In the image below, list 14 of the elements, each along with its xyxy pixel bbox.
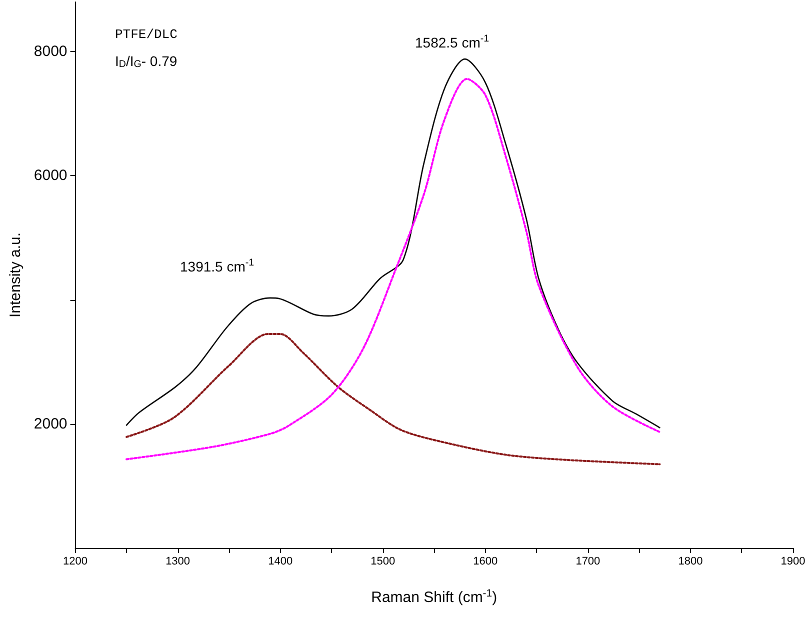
x-tick-label: 1300 xyxy=(166,556,190,568)
y-tick-label: 8000 xyxy=(34,43,68,60)
x-tick-label: 1800 xyxy=(678,556,703,568)
x-tick-label: 1700 xyxy=(576,556,600,568)
x-tick-label: 1600 xyxy=(473,556,498,568)
y-tick-label: 2000 xyxy=(34,415,68,432)
x-tick-label: 1500 xyxy=(370,556,396,568)
line-series xyxy=(126,332,661,466)
x-tick-label: 1900 xyxy=(780,556,806,568)
y-axis-title: Intensity a.u. xyxy=(7,232,24,318)
y-tick-label: 6000 xyxy=(34,167,68,184)
annotation: PTFE/DLC xyxy=(115,27,178,42)
x-tick-label: 1200 xyxy=(63,556,88,568)
x-tick-label: 1400 xyxy=(268,556,293,568)
